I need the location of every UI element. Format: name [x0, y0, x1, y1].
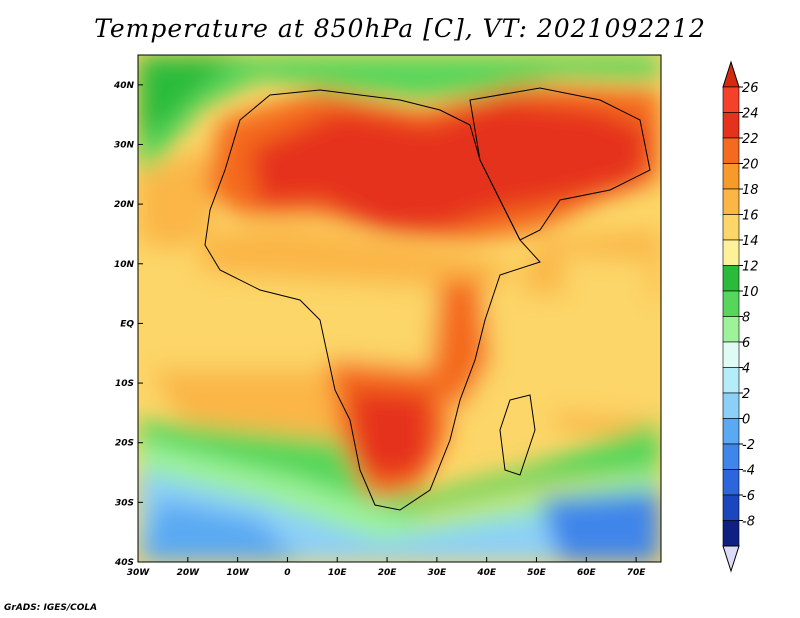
colorbar-label: 4 — [742, 362, 750, 377]
lon-tick-label: 10W — [226, 568, 250, 578]
lat-tick-label: 10N — [114, 260, 135, 270]
colorbar-label: -4 — [742, 464, 755, 479]
lon-tick-label: 10E — [328, 568, 348, 578]
lat-tick-label: 30S — [115, 498, 134, 508]
lon-tick-label: 40E — [476, 568, 497, 578]
colorbar-label: 10 — [742, 285, 759, 300]
grads-credit: GrADS: IGES/COLA — [4, 603, 98, 613]
colorbar-swatch — [722, 316, 740, 343]
colorbar-label: 26 — [742, 81, 759, 96]
colorbar-swatch — [722, 520, 740, 547]
colorbar-swatch — [722, 367, 740, 394]
latitude-ticks: 40N 30N 20N 10N EQ 10S 20S 30S 40S — [113, 81, 143, 568]
lat-tick-label: 40S — [114, 558, 134, 568]
colorbar-label: 2 — [742, 387, 750, 402]
lon-tick-label: 50E — [527, 568, 547, 578]
colorbar-label: -8 — [742, 515, 755, 530]
map-title: Temperature at 850hPa [C], VT: 202109221… — [94, 14, 706, 43]
colorbar-label: 12 — [742, 260, 759, 275]
colorbar-label: 6 — [742, 336, 750, 351]
colorbar-label: -6 — [742, 489, 755, 504]
temperature-field — [138, 55, 661, 562]
lon-tick-label: 70E — [627, 568, 647, 578]
colorbar-label: -2 — [742, 438, 755, 453]
lat-tick-label: EQ — [120, 319, 134, 329]
lon-tick-label: 0 — [284, 568, 290, 578]
colorbar-swatch — [722, 163, 740, 190]
colorbar-swatch — [722, 265, 740, 292]
colorbar-label: 24 — [742, 107, 759, 122]
lon-tick-label: 60E — [577, 568, 597, 578]
colorbar-swatch — [722, 86, 740, 113]
colorbar-swatch — [722, 239, 740, 266]
colorbar-label: 0 — [742, 413, 750, 428]
longitude-ticks: 30W 20W 10W 0 10E 20E 30E 40E 50E 60E 70E — [127, 557, 647, 578]
colorbar-swatch — [722, 214, 740, 241]
colorbar-swatch — [722, 443, 740, 470]
lat-tick-label: 20N — [114, 200, 135, 210]
colorbar-swatch — [722, 418, 740, 445]
colorbar-swatch — [722, 290, 740, 317]
lat-tick-label: 20S — [115, 439, 134, 449]
colorbar-label: 16 — [742, 209, 759, 224]
colorbar-swatch — [722, 469, 740, 496]
colorbar-label: 22 — [742, 132, 759, 147]
colorbar-label: 18 — [742, 183, 759, 198]
colorbar-bottom-arrow — [722, 545, 740, 573]
lat-tick-label: 10S — [115, 379, 134, 389]
colorbar-swatch — [722, 112, 740, 139]
colorbar-swatch — [722, 137, 740, 164]
map-frame — [137, 54, 662, 563]
lon-tick-label: 20E — [378, 568, 398, 578]
colorbar-swatch — [722, 392, 740, 419]
colorbar-swatch — [722, 341, 740, 368]
lat-tick-label: 30N — [114, 140, 135, 150]
colorbar-label: 8 — [742, 311, 750, 326]
coastlines — [204, 87, 651, 511]
lon-tick-label: 30W — [127, 568, 151, 578]
colorbar-swatch — [722, 494, 740, 521]
lat-tick-label: 40N — [113, 81, 135, 91]
lon-tick-label: 30E — [428, 568, 448, 578]
colorbar-label: 20 — [742, 158, 759, 173]
colorbar-top-arrow — [722, 60, 740, 88]
lon-tick-label: 20W — [177, 568, 201, 578]
colorbar-swatch — [722, 188, 740, 215]
colorbar-label: 14 — [742, 234, 759, 249]
